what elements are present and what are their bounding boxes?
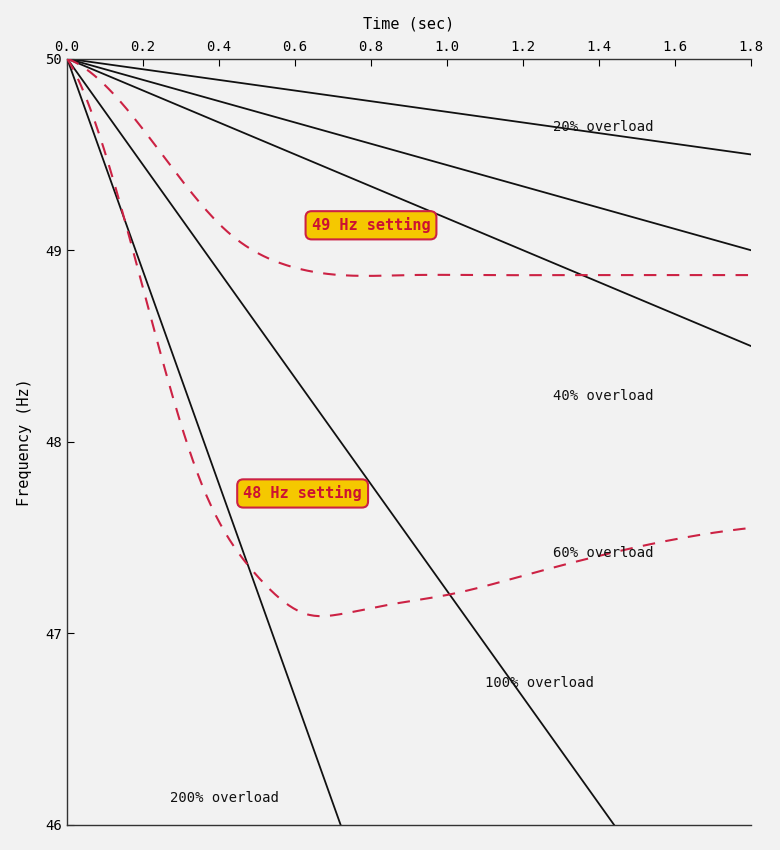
Text: 60% overload: 60% overload xyxy=(553,546,654,559)
Text: 200% overload: 200% overload xyxy=(170,790,278,805)
Text: 40% overload: 40% overload xyxy=(553,388,654,403)
Y-axis label: Frequency (Hz): Frequency (Hz) xyxy=(16,378,32,506)
Text: 48 Hz setting: 48 Hz setting xyxy=(243,485,362,502)
Text: 20% overload: 20% overload xyxy=(553,121,654,134)
Text: 49 Hz setting: 49 Hz setting xyxy=(312,218,431,233)
Text: 100% overload: 100% overload xyxy=(485,676,594,690)
X-axis label: Time (sec): Time (sec) xyxy=(363,17,455,31)
